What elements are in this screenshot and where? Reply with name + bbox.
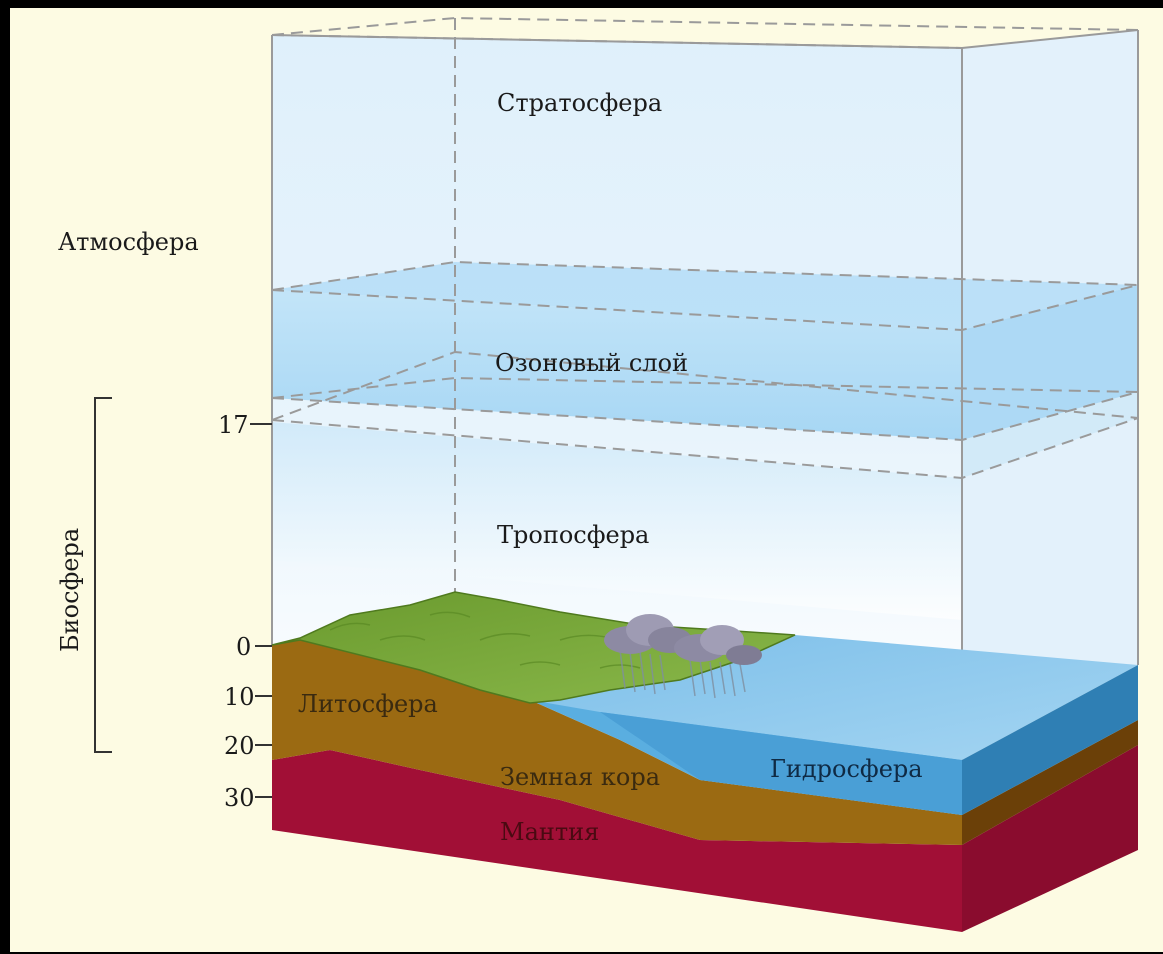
crust-side <box>962 720 1138 845</box>
label-hydrosphere: Гидросфера <box>770 755 923 783</box>
water-side <box>962 665 1138 815</box>
label-earth-crust: Земная кора <box>500 763 660 791</box>
mantle-front <box>272 750 962 932</box>
water-front-face <box>600 712 962 815</box>
wireframe-solid-edges <box>271 29 1139 760</box>
scale-tick-30: 30 <box>224 784 255 812</box>
scale-tick-20: 20 <box>224 732 255 760</box>
ozone-front-face <box>272 290 962 440</box>
land-surface <box>271 591 796 704</box>
troposphere-front-face <box>272 422 962 620</box>
scale-tick-0: 0 <box>236 633 251 661</box>
biosphere-bracket <box>94 397 112 753</box>
label-stratosphere: Стратосфера <box>497 89 662 117</box>
scale-tick-17: 17 <box>218 411 249 439</box>
crust-front <box>272 640 962 845</box>
ozone-top-face <box>272 262 1138 330</box>
scale-tick-marks <box>250 423 272 798</box>
label-troposphere: Тропосфера <box>497 521 649 549</box>
land-texture <box>329 611 641 669</box>
label-lithosphere: Литосфера <box>298 690 438 718</box>
label-biosphere: Биосфера <box>56 528 84 652</box>
mantle-side <box>962 745 1138 932</box>
scale-tick-10: 10 <box>224 683 255 711</box>
rain-cloud-icon <box>604 614 762 699</box>
label-mantle: Мантия <box>500 818 599 846</box>
label-ozone-layer: Озоновый слой <box>495 349 688 377</box>
ozone-right-face <box>962 285 1138 440</box>
label-atmosphere: Атмосфера <box>58 228 199 256</box>
